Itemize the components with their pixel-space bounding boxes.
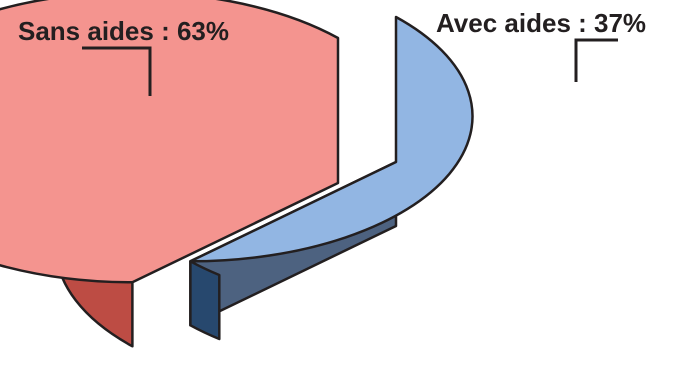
- leader-line-avec-aides: [574, 38, 618, 82]
- label-avec-aides: Avec aides : 37%: [436, 8, 646, 38]
- slice-avec-aides: [189, 15, 474, 341]
- leader-line-sans-aides: [82, 46, 152, 96]
- label-sans-aides: Sans aides : 63%: [18, 16, 229, 46]
- slice-sans-aides-top: [0, 0, 340, 284]
- slice-sans-aides: [0, 0, 340, 348]
- slice-avec-aides-side: [189, 260, 221, 341]
- slice-avec-aides-top: [189, 15, 474, 263]
